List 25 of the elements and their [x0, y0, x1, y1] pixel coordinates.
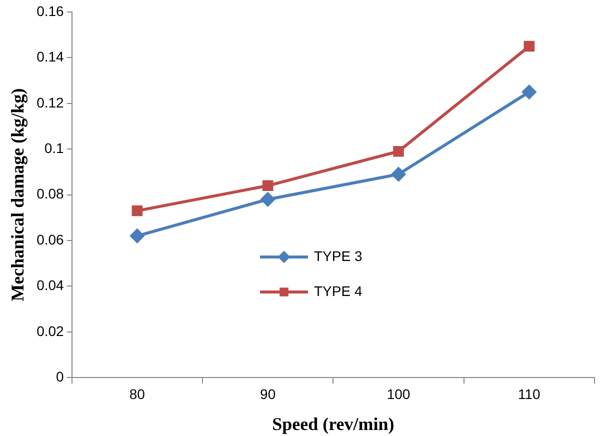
y-axis-title: Mechanical damage (kg/kg) — [7, 88, 28, 302]
legend-label: TYPE 3 — [314, 248, 362, 264]
point — [392, 167, 406, 182]
x-tick-label: 80 — [129, 386, 146, 402]
point — [393, 146, 404, 157]
x-axis-title: Speed (rev/min) — [272, 414, 394, 434]
x-tick-label: 100 — [386, 386, 410, 402]
y-tick-label: 0.02 — [36, 322, 64, 339]
y-tick-label: 0.14 — [36, 48, 64, 65]
y-tick-label: 0.08 — [36, 186, 64, 202]
point — [522, 84, 536, 99]
point — [262, 180, 274, 192]
y-tick-label: 0 — [56, 368, 64, 384]
y-tick-label: 0.06 — [36, 231, 64, 248]
point — [260, 192, 275, 206]
y-tick-label: 0.1 — [44, 140, 64, 156]
y-tick-label: 0.04 — [36, 277, 64, 294]
x-tick-label: 110 — [518, 386, 541, 402]
y-tick-label: 0.16 — [36, 2, 64, 19]
point — [524, 40, 535, 52]
point — [130, 228, 144, 243]
x-tick-label: 90 — [260, 386, 276, 402]
point — [132, 205, 143, 216]
legend-label: TYPE 4 — [314, 282, 362, 299]
y-tick-label: 0.12 — [36, 94, 64, 110]
